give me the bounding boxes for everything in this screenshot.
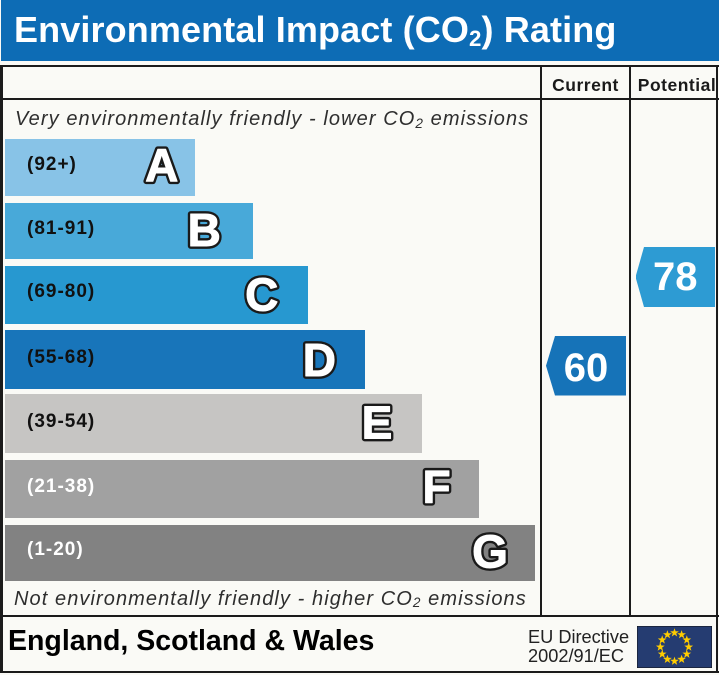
svg-text:F: F	[423, 461, 451, 513]
svg-text:E: E	[362, 397, 393, 449]
svg-text:A: A	[145, 139, 178, 191]
svg-text:F: F	[423, 461, 451, 513]
svg-text:B: B	[188, 204, 221, 256]
svg-text:A: A	[145, 139, 178, 191]
svg-text:G: G	[472, 526, 508, 578]
svg-text:C: C	[245, 269, 278, 321]
svg-text:D: D	[303, 334, 336, 386]
svg-text:B: B	[188, 204, 221, 256]
svg-text:D: D	[303, 334, 336, 386]
svg-text:C: C	[245, 269, 278, 321]
svg-text:E: E	[362, 397, 393, 449]
svg-text:G: G	[472, 526, 508, 578]
